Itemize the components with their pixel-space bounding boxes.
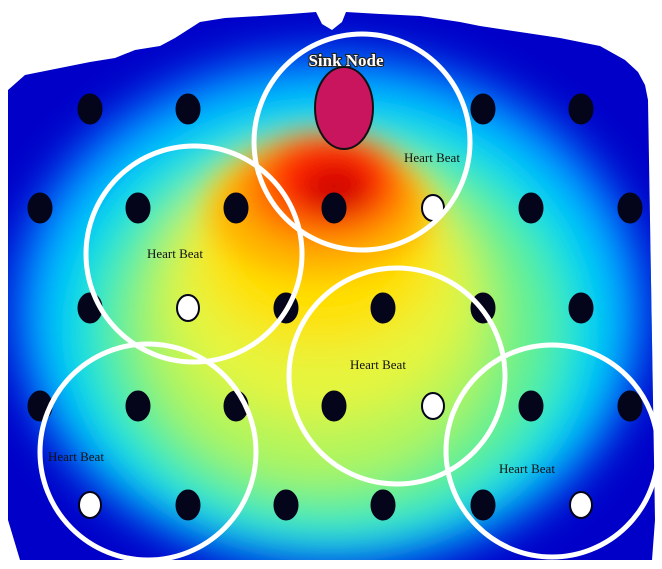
sensor-node [176, 94, 200, 124]
sensor-node [126, 193, 150, 223]
heartbeat-label-left-upper: Heart Beat [147, 246, 203, 261]
sensor-node [569, 94, 593, 124]
sensor-node [519, 391, 543, 421]
sensor-node [176, 490, 200, 520]
sensor-node [322, 391, 346, 421]
heartbeat-label-right-lower: Heart Beat [499, 461, 555, 476]
sensor-node [471, 94, 495, 124]
sensor-node [519, 193, 543, 223]
sensor-node [618, 391, 642, 421]
heartbeat-node [177, 295, 199, 321]
sensor-node [224, 193, 248, 223]
heartbeat-label-center: Heart Beat [350, 357, 406, 372]
sensor-node [371, 490, 395, 520]
sensor-node [618, 193, 642, 223]
sensor-node [569, 293, 593, 323]
heartbeat-node [79, 492, 101, 518]
sensor-node [471, 490, 495, 520]
sensor-node [322, 193, 346, 223]
sensor-node [126, 391, 150, 421]
heartbeat-node [570, 492, 592, 518]
heartbeat-label-sink: Heart Beat [404, 150, 460, 165]
heartbeat-node [422, 393, 444, 419]
sink-node-label: Sink Node [308, 51, 384, 70]
sensor-node [371, 293, 395, 323]
sensor-node [28, 193, 52, 223]
sensor-node [274, 490, 298, 520]
heartbeat-label-left-lower: Heart Beat [48, 449, 104, 464]
sink-node-marker [315, 67, 373, 149]
sensor-node [78, 94, 102, 124]
